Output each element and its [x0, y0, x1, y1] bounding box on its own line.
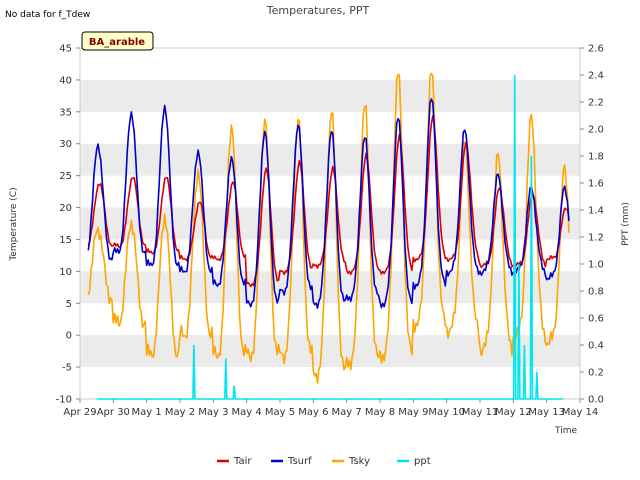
legend: Tair Tsurf Tsky ppt: [217, 456, 431, 467]
y2-tick-label: 1.8: [588, 152, 604, 163]
y-tick-label: 30: [59, 139, 72, 150]
chart-title: Temperatures, PPT: [266, 4, 370, 17]
x-tick-label: Apr 30: [97, 407, 130, 418]
no-data-note: No data for f_Tdew: [5, 10, 90, 20]
grid-band: [80, 335, 580, 368]
y-tick-label: 25: [59, 171, 72, 182]
y-tick-label: 0: [66, 331, 72, 342]
x-tick-label: May 12: [495, 407, 532, 418]
x-tick-label: May 2: [165, 407, 195, 418]
x-tick-label: May 3: [198, 407, 228, 418]
x-tick-label: May 9: [398, 407, 428, 418]
x-tick-label: May 5: [265, 407, 295, 418]
y2-tick-label: 1.0: [588, 260, 604, 271]
legend-label-ppt: ppt: [414, 456, 431, 467]
series-layer: [87, 72, 570, 400]
x-tick-label: May 13: [528, 407, 565, 418]
series-line-ppt: [96, 74, 564, 400]
y2-tick-label: 0.0: [588, 395, 604, 406]
x-tick-label: May 14: [562, 407, 599, 418]
y2-tick-label: 0.2: [588, 368, 604, 379]
y2-axis-title: PPT (mm): [621, 202, 631, 246]
y-tick-label: 15: [59, 235, 72, 246]
x-tick-label: May 7: [332, 407, 362, 418]
y2-tick-label: 1.2: [588, 233, 604, 244]
legend-label-tsurf: Tsurf: [287, 456, 312, 467]
x-tick-label: May 1: [132, 407, 162, 418]
x-axis-title: Time: [554, 426, 577, 436]
y2-tick-label: 0.4: [588, 341, 604, 352]
y2-tick-label: 2.0: [588, 125, 604, 136]
grid-band: [80, 271, 580, 304]
y-tick-label: 35: [59, 107, 72, 118]
y2-tick-label: 2.6: [588, 44, 604, 55]
series-line-tsurf: [87, 98, 570, 309]
y-tick-label: 45: [59, 44, 72, 55]
axes-layer: -10 -5 0 5 10 15 20 25 30 35 40 45 0.0 0.2 0.4 0.6 0.8 1.…: [56, 44, 604, 419]
y2-tick-label: 1.4: [588, 206, 604, 217]
y-tick-label: -5: [62, 363, 72, 374]
site-badge: BA_arable: [81, 31, 154, 51]
x-tick-label: May 11: [462, 407, 499, 418]
grid-band: [80, 79, 580, 112]
y2-tick-label: 1.6: [588, 179, 604, 190]
y2-tick-label: 2.2: [588, 98, 604, 109]
grid-bands: [80, 79, 580, 368]
y-tick-label: 5: [66, 299, 72, 310]
x-tick-label: May 6: [298, 407, 328, 418]
y2-tick-label: 0.6: [588, 314, 604, 325]
y-tick-label: -10: [56, 395, 72, 406]
site-badge-label: BA_arable: [89, 37, 145, 48]
x-tick-label: May 8: [365, 407, 395, 418]
y-tick-label: 40: [59, 75, 72, 86]
x-tick-label: Apr 29: [63, 407, 96, 418]
y2-tick-label: 2.4: [588, 71, 604, 82]
y-axis-title: Temperature (C): [9, 187, 19, 261]
legend-label-tsky: Tsky: [348, 456, 370, 467]
y2-tick-label: 0.8: [588, 287, 604, 298]
x-tick-label: May 4: [232, 407, 262, 418]
y-tick-label: 10: [59, 267, 72, 278]
legend-label-tair: Tair: [233, 456, 252, 467]
y-tick-label: 20: [59, 203, 72, 214]
x-tick-label: May 10: [428, 407, 465, 418]
site-badge-box: [81, 31, 154, 51]
